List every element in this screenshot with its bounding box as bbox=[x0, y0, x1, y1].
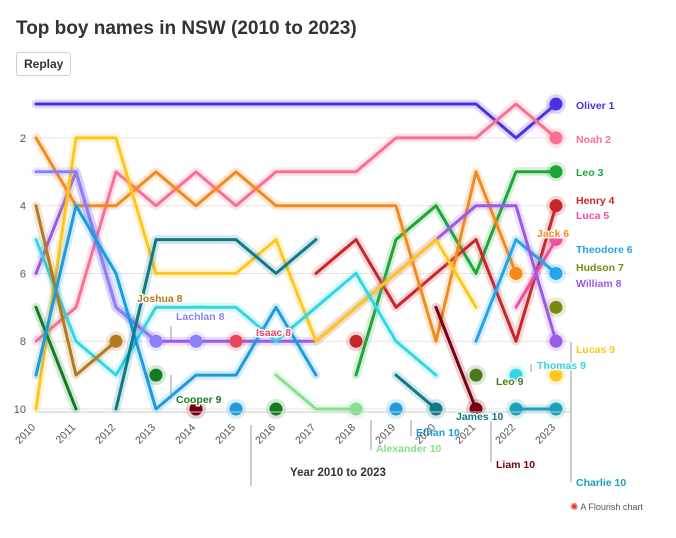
flourish-star-icon: ✺ bbox=[570, 502, 579, 513]
marker-cooper[interactable] bbox=[149, 368, 163, 382]
series-label-jack: Jack 6 bbox=[537, 228, 569, 240]
marker-lachlan[interactable] bbox=[189, 334, 203, 348]
flourish-credit-label: A Flourish chart bbox=[580, 502, 643, 512]
marker-william[interactable] bbox=[549, 334, 563, 348]
y-tick-label: 2 bbox=[20, 133, 26, 145]
series-label-leo: Leo 3 bbox=[576, 167, 604, 179]
marker-james[interactable] bbox=[429, 402, 443, 416]
y-tick-label: 8 bbox=[20, 336, 26, 348]
marker-ethan[interactable] bbox=[229, 402, 243, 416]
series-line-thomas[interactable] bbox=[34, 238, 438, 377]
marker-luca[interactable] bbox=[549, 233, 563, 247]
x-tick-label: 2014 bbox=[173, 422, 198, 447]
series-label-henry: Henry 4 bbox=[576, 195, 615, 207]
marker-lucas[interactable] bbox=[549, 368, 563, 382]
series-label-alexander: Alexander 10 bbox=[376, 443, 442, 455]
marker-charlie[interactable] bbox=[509, 402, 523, 416]
series-label-james: James 10 bbox=[456, 411, 503, 423]
x-tick-label: 2023 bbox=[533, 422, 558, 447]
marker-noah[interactable] bbox=[549, 131, 563, 145]
marker-oliver[interactable] bbox=[549, 97, 563, 111]
marker-isaac[interactable] bbox=[229, 334, 243, 348]
series-labels: Oliver 1 Noah 2 Leo 3 Henry 4 Luca 5 Jack 6 Th… bbox=[136, 99, 635, 491]
series-label-lucas: Lucas 9 bbox=[576, 344, 615, 356]
marker-theodore[interactable] bbox=[549, 266, 563, 280]
label-leaders bbox=[170, 326, 572, 486]
x-tick-label: 2021 bbox=[453, 422, 478, 447]
x-tick-label: 2010 bbox=[13, 422, 38, 447]
series-line-theodore[interactable] bbox=[474, 238, 558, 343]
series-line-jack[interactable] bbox=[34, 136, 518, 343]
series-label-hudson: Hudson 7 bbox=[576, 262, 624, 274]
x-tick-label: 2018 bbox=[333, 422, 358, 447]
x-tick-label: 2022 bbox=[493, 422, 518, 447]
series-lines bbox=[31, 99, 561, 414]
marker-cooper[interactable] bbox=[269, 402, 283, 416]
marker-lachlan[interactable] bbox=[149, 334, 163, 348]
marker-joshua[interactable] bbox=[109, 334, 123, 348]
marker-henry[interactable] bbox=[349, 334, 363, 348]
chart-title: Top boy names in NSW (2010 to 2023) bbox=[16, 18, 357, 39]
series-label-cooper: Cooper 9 bbox=[176, 394, 222, 406]
series-line-alexander[interactable] bbox=[274, 373, 358, 411]
series-label-thomas: Thomas 9 bbox=[537, 360, 586, 372]
series-line-liam[interactable] bbox=[434, 305, 478, 411]
replay-button[interactable]: Replay bbox=[16, 52, 72, 76]
x-axis-label: Year 2010 to 2023 bbox=[290, 467, 386, 479]
series-label-isaac: Isaac 8 bbox=[256, 327, 291, 339]
x-tick-label: 2015 bbox=[213, 422, 238, 447]
series-line-joshua[interactable] bbox=[34, 204, 118, 377]
marker-jack[interactable] bbox=[509, 266, 523, 280]
series-line-noah[interactable] bbox=[34, 102, 558, 343]
series-line-ethan[interactable] bbox=[34, 204, 318, 411]
marker-charlie[interactable] bbox=[549, 402, 563, 416]
marker-alexander[interactable] bbox=[349, 402, 363, 416]
series-line-leo[interactable] bbox=[354, 170, 558, 377]
marker-ethan[interactable] bbox=[389, 402, 403, 416]
series-line-james[interactable] bbox=[394, 373, 438, 411]
series-label-liam: Liam 10 bbox=[496, 459, 535, 471]
marker-leo-2021[interactable] bbox=[469, 368, 483, 382]
series-label-joshua: Joshua 8 bbox=[137, 293, 183, 305]
y-tick-label: 10 bbox=[14, 404, 26, 416]
marker-thomas[interactable] bbox=[509, 368, 523, 382]
x-tick-label: 2011 bbox=[54, 422, 79, 447]
series-label-theodore: Theodore 6 bbox=[576, 244, 633, 256]
flourish-credit[interactable]: ✺ A Flourish chart bbox=[570, 502, 643, 513]
series-label-luca: Luca 5 bbox=[576, 210, 609, 222]
series-line-oliver[interactable] bbox=[34, 102, 558, 140]
x-tick-label: 2012 bbox=[93, 422, 118, 447]
series-label-ethan: Ethan 10 bbox=[416, 427, 460, 439]
marker-leo[interactable] bbox=[549, 165, 563, 179]
series-label-noah: Noah 2 bbox=[576, 134, 611, 146]
series-label-charlie: Charlie 10 bbox=[576, 477, 626, 489]
series-label-oliver: Oliver 1 bbox=[576, 100, 615, 112]
series-label-william: William 8 bbox=[576, 278, 622, 290]
y-tick-label: 4 bbox=[20, 201, 26, 213]
series-line-cooper[interactable] bbox=[34, 305, 78, 411]
x-tick-label: 2017 bbox=[293, 422, 318, 447]
series-glow-alexander bbox=[271, 370, 361, 414]
marker-henry[interactable] bbox=[549, 199, 563, 213]
y-tick-label: 6 bbox=[20, 268, 26, 280]
series-label-leo-2021: Leo 9 bbox=[496, 376, 524, 388]
series-line-james[interactable] bbox=[114, 238, 318, 411]
series-label-lachlan: Lachlan 8 bbox=[176, 311, 225, 323]
x-tick-label: 2013 bbox=[133, 422, 158, 447]
series-line-henry[interactable] bbox=[314, 204, 558, 343]
marker-hudson[interactable] bbox=[549, 300, 563, 314]
x-tick-label: 2016 bbox=[253, 422, 278, 447]
